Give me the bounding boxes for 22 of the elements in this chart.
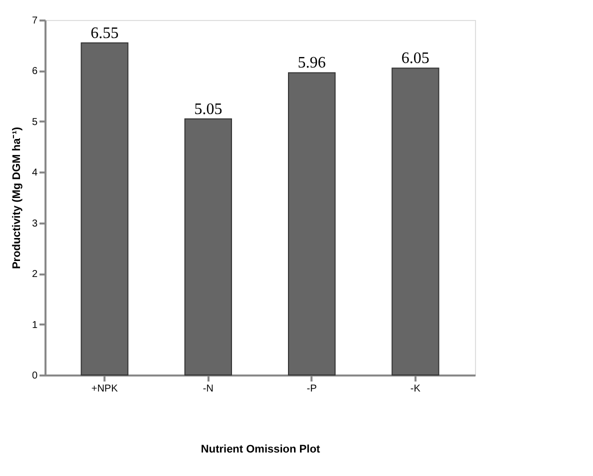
y-tick-label: 0 — [32, 370, 38, 382]
y-axis-title: Productivity (Mg DGM ha⁻¹) — [10, 126, 23, 270]
bar — [288, 72, 336, 376]
y-tick-label: 6 — [32, 66, 38, 78]
y-tick-label: 4 — [32, 168, 38, 179]
data-label: 6.55 — [90, 24, 119, 42]
x-tick-label: -K — [410, 384, 421, 394]
bar — [392, 68, 440, 376]
y-tick-label: 7 — [32, 16, 38, 26]
x-axis-title: Nutrient Omission Plot — [200, 444, 320, 456]
data-label: 5.05 — [194, 100, 222, 118]
y-tick-label: 3 — [32, 218, 38, 230]
y-tick-label: 2 — [32, 269, 38, 280]
x-tick-label: -P — [306, 384, 318, 394]
x-tick-label: +NPK — [91, 384, 118, 394]
data-label: 6.05 — [401, 50, 430, 68]
y-tick-label: 1 — [32, 320, 38, 331]
data-label: 5.96 — [298, 54, 326, 72]
y-tick-label: 5 — [32, 116, 38, 128]
x-tick-label: -N — [202, 384, 214, 394]
bar — [184, 118, 232, 376]
bar — [80, 42, 128, 376]
